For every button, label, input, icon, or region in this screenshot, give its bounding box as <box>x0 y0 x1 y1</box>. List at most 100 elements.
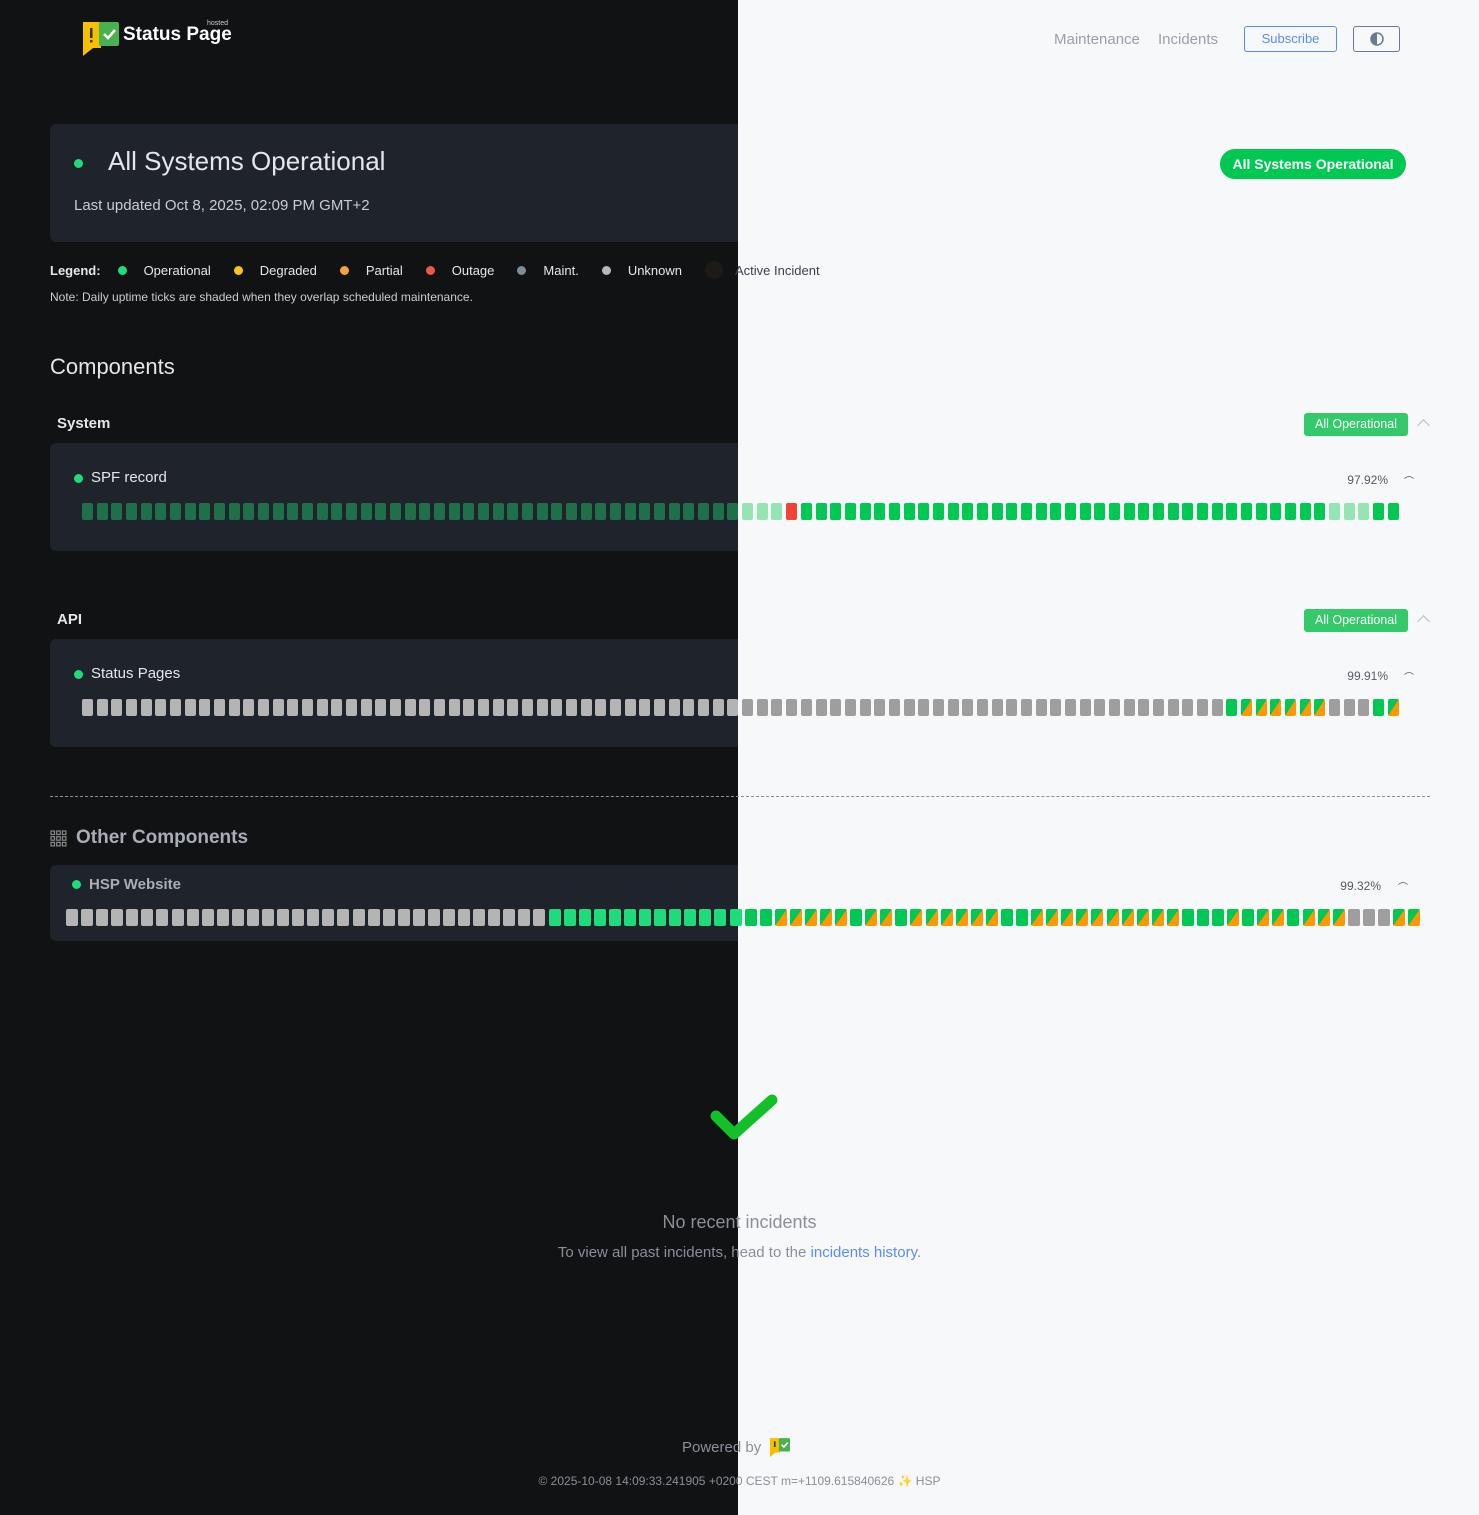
uptime-tick[interactable] <box>277 909 290 926</box>
uptime-tick[interactable] <box>947 503 959 520</box>
uptime-tick[interactable] <box>669 909 682 926</box>
uptime-tick[interactable] <box>683 699 695 716</box>
subscribe-button[interactable]: Subscribe <box>1244 26 1337 52</box>
uptime-tick[interactable] <box>1317 909 1330 926</box>
uptime-tick[interactable] <box>991 503 1003 520</box>
uptime-tick[interactable] <box>367 909 380 926</box>
uptime-tick[interactable] <box>1046 909 1059 926</box>
collapse-chevron-icon[interactable] <box>1417 615 1430 628</box>
uptime-tick[interactable] <box>316 699 328 716</box>
uptime-tick[interactable] <box>639 699 651 716</box>
uptime-tick[interactable] <box>1152 699 1164 716</box>
uptime-tick[interactable] <box>1255 699 1267 716</box>
nav-incidents[interactable]: Incidents <box>1158 31 1219 48</box>
uptime-tick[interactable] <box>580 503 592 520</box>
uptime-tick[interactable] <box>427 909 440 926</box>
uptime-tick[interactable] <box>292 909 305 926</box>
uptime-tick[interactable] <box>186 909 199 926</box>
uptime-tick[interactable] <box>419 503 431 520</box>
uptime-tick[interactable] <box>140 503 152 520</box>
uptime-tick[interactable] <box>712 699 724 716</box>
uptime-tick[interactable] <box>82 699 93 716</box>
uptime-tick[interactable] <box>940 909 953 926</box>
uptime-tick[interactable] <box>214 503 226 520</box>
uptime-tick[interactable] <box>1343 503 1355 520</box>
uptime-tick[interactable] <box>895 909 908 926</box>
uptime-tick[interactable] <box>1108 503 1120 520</box>
uptime-tick[interactable] <box>865 909 878 926</box>
uptime-tick[interactable] <box>1152 503 1164 520</box>
uptime-tick[interactable] <box>1061 909 1074 926</box>
uptime-tick[interactable] <box>668 503 680 520</box>
uptime-tick[interactable] <box>463 503 475 520</box>
uptime-tick[interactable] <box>360 503 372 520</box>
info-icon[interactable]: ⌒ <box>1404 673 1414 684</box>
uptime-tick[interactable] <box>786 503 798 520</box>
uptime-tick[interactable] <box>623 909 636 926</box>
uptime-tick[interactable] <box>246 909 259 926</box>
uptime-tick[interactable] <box>448 503 460 520</box>
uptime-tick[interactable] <box>488 909 501 926</box>
uptime-tick[interactable] <box>155 503 167 520</box>
uptime-tick[interactable] <box>390 699 402 716</box>
uptime-tick[interactable] <box>903 699 915 716</box>
uptime-tick[interactable] <box>548 909 561 926</box>
uptime-tick[interactable] <box>96 503 108 520</box>
uptime-tick[interactable] <box>859 503 871 520</box>
incidents-history-link[interactable]: incidents history <box>810 1244 917 1261</box>
uptime-tick[interactable] <box>126 503 137 520</box>
uptime-tick[interactable] <box>712 503 724 520</box>
uptime-tick[interactable] <box>903 503 915 520</box>
uptime-tick[interactable] <box>258 503 270 520</box>
uptime-tick[interactable] <box>756 699 768 716</box>
uptime-tick[interactable] <box>1138 503 1150 520</box>
info-icon[interactable]: ⌒ <box>1398 883 1408 894</box>
uptime-tick[interactable] <box>1091 909 1104 926</box>
uptime-tick[interactable] <box>985 909 998 926</box>
uptime-tick[interactable] <box>1358 699 1370 716</box>
uptime-tick[interactable] <box>170 699 182 716</box>
uptime-tick[interactable] <box>714 909 727 926</box>
uptime-tick[interactable] <box>1079 503 1091 520</box>
uptime-tick[interactable] <box>1284 699 1296 716</box>
uptime-tick[interactable] <box>1031 909 1044 926</box>
uptime-tick[interactable] <box>360 699 372 716</box>
uptime-tick[interactable] <box>654 909 667 926</box>
uptime-tick[interactable] <box>563 909 576 926</box>
uptime-tick[interactable] <box>1372 503 1384 520</box>
uptime-tick[interactable] <box>473 909 486 926</box>
uptime-tick[interactable] <box>1226 699 1238 716</box>
uptime-tick[interactable] <box>536 699 548 716</box>
uptime-tick[interactable] <box>608 909 621 926</box>
uptime-tick[interactable] <box>1332 909 1345 926</box>
uptime-tick[interactable] <box>412 909 425 926</box>
uptime-tick[interactable] <box>331 699 343 716</box>
logo-icon[interactable] <box>770 1437 791 1457</box>
uptime-tick[interactable] <box>759 909 772 926</box>
uptime-tick[interactable] <box>126 909 139 926</box>
uptime-tick[interactable] <box>507 503 519 520</box>
uptime-tick[interactable] <box>698 503 710 520</box>
uptime-tick[interactable] <box>346 699 358 716</box>
uptime-tick[interactable] <box>1211 503 1223 520</box>
uptime-tick[interactable] <box>1076 909 1089 926</box>
uptime-tick[interactable] <box>976 503 988 520</box>
uptime-tick[interactable] <box>184 503 196 520</box>
uptime-tick[interactable] <box>258 699 270 716</box>
uptime-tick[interactable] <box>141 909 154 926</box>
uptime-tick[interactable] <box>228 699 240 716</box>
uptime-tick[interactable] <box>1302 909 1315 926</box>
uptime-tick[interactable] <box>610 699 622 716</box>
uptime-tick[interactable] <box>287 699 299 716</box>
uptime-tick[interactable] <box>1227 909 1240 926</box>
uptime-tick[interactable] <box>1138 699 1150 716</box>
uptime-tick[interactable] <box>925 909 938 926</box>
uptime-tick[interactable] <box>1182 699 1194 716</box>
uptime-tick[interactable] <box>170 503 182 520</box>
uptime-tick[interactable] <box>404 699 416 716</box>
uptime-tick[interactable] <box>331 503 343 520</box>
uptime-tick[interactable] <box>1121 909 1134 926</box>
uptime-tick[interactable] <box>518 909 531 926</box>
uptime-tick[interactable] <box>1362 909 1375 926</box>
uptime-tick[interactable] <box>1272 909 1285 926</box>
